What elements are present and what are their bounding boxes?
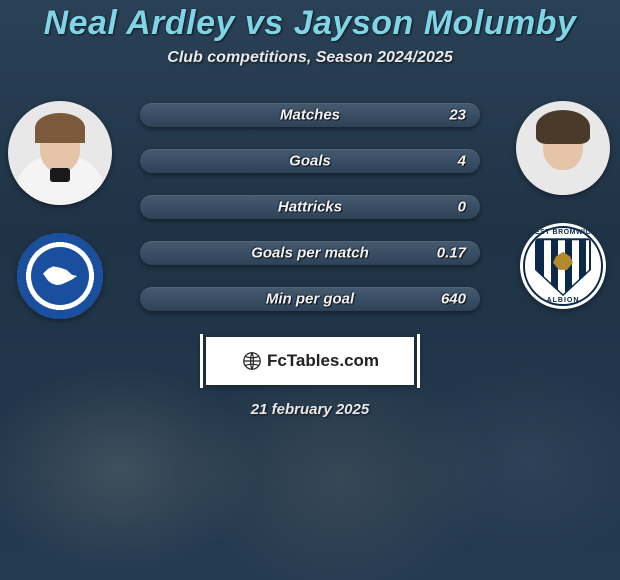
stat-bar-value: 23 bbox=[449, 107, 466, 124]
player-left-avatar bbox=[8, 101, 112, 205]
stat-bar: Min per goal 640 bbox=[140, 287, 480, 311]
stat-bar: Hattricks 0 bbox=[140, 195, 480, 219]
avatar-hair bbox=[536, 110, 590, 144]
stat-bars: Matches 23 Goals 4 Hattricks 0 Goals per match… bbox=[140, 103, 480, 311]
date-label: 21 february 2025 bbox=[0, 401, 620, 418]
stat-bar-value: 4 bbox=[458, 153, 466, 170]
player-right-column: EST BROMWIC ALBION bbox=[516, 101, 610, 309]
crest-bottom-text: ALBION bbox=[547, 297, 580, 304]
stat-bar: Goals 4 bbox=[140, 149, 480, 173]
player-right-avatar bbox=[516, 101, 610, 195]
club-left-crest bbox=[17, 233, 103, 319]
watermark: FcTables.com bbox=[206, 337, 414, 385]
stat-bar: Goals per match 0.17 bbox=[140, 241, 480, 265]
stat-bar-label: Matches bbox=[280, 107, 340, 124]
stat-bar-label: Goals per match bbox=[251, 245, 369, 262]
football-icon bbox=[241, 350, 263, 372]
lion-icon bbox=[43, 264, 77, 288]
stat-bar: Matches 23 bbox=[140, 103, 480, 127]
stat-bar-label: Goals bbox=[289, 153, 331, 170]
stat-bar-label: Min per goal bbox=[266, 291, 354, 308]
club-right-crest: EST BROMWIC ALBION bbox=[520, 223, 606, 309]
page-subtitle: Club competitions, Season 2024/2025 bbox=[0, 49, 620, 67]
infographic-container: Neal Ardley vs Jayson Molumby Club compe… bbox=[0, 0, 620, 580]
page-title: Neal Ardley vs Jayson Molumby bbox=[0, 4, 620, 43]
watermark-text: FcTables.com bbox=[267, 351, 379, 371]
player-left-column bbox=[8, 101, 112, 319]
crest-inner bbox=[31, 247, 89, 305]
stat-bar-value: 0 bbox=[458, 199, 466, 216]
avatar-hair bbox=[35, 113, 85, 143]
stat-bar-label: Hattricks bbox=[278, 199, 342, 216]
stat-bar-value: 640 bbox=[441, 291, 466, 308]
content-area: EST BROMWIC ALBION Matches 23 Goals 4 Hattri… bbox=[0, 103, 620, 311]
avatar-collar bbox=[50, 168, 70, 182]
stat-bar-value: 0.17 bbox=[437, 245, 466, 262]
crest-top-text: EST BROMWIC bbox=[535, 229, 591, 236]
